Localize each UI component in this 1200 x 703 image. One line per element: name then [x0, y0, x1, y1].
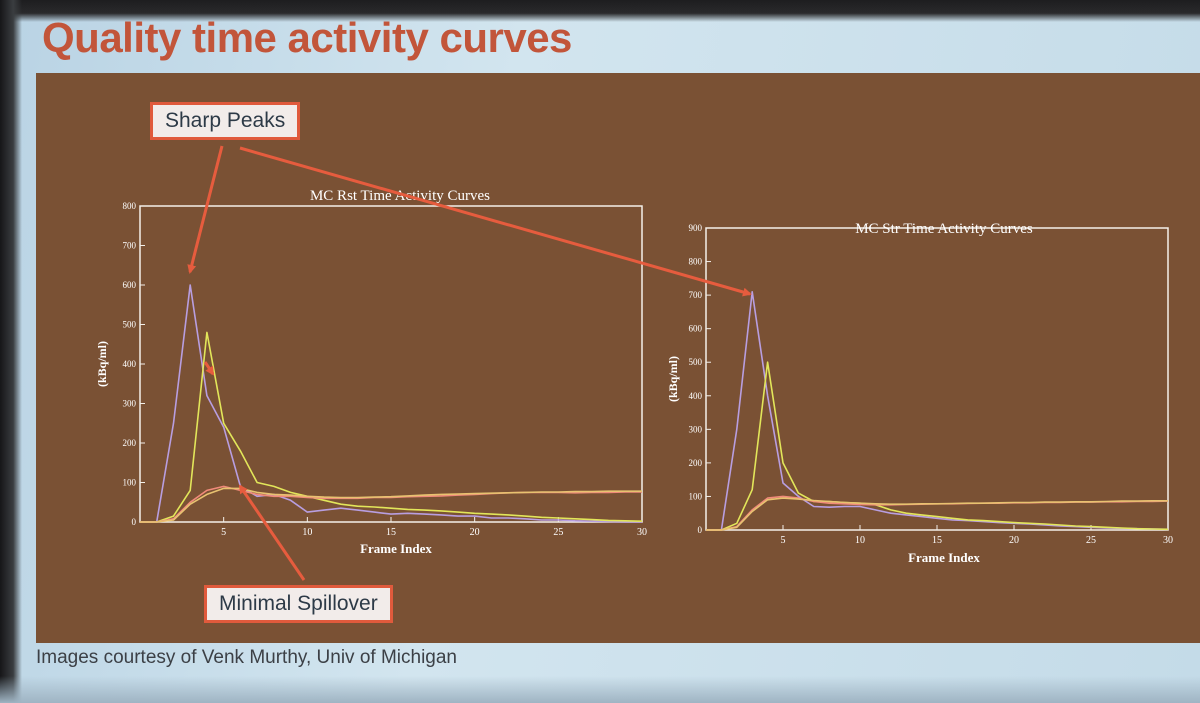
y-tick-label: 0	[132, 517, 137, 527]
arrow-spillover	[238, 484, 306, 581]
x-tick-label: 10	[855, 535, 865, 546]
y-tick-label: 400	[689, 391, 703, 401]
chart-title-rest: MC Rst Time Activity Curves	[310, 188, 490, 204]
y-tick-label: 100	[123, 478, 137, 488]
series-line-2	[706, 361, 1169, 531]
y-tick-label: 200	[689, 458, 703, 468]
y-tick-label: 700	[689, 290, 703, 300]
chart-rest: MC Rst Time Activity Curves Frame Index …	[95, 188, 647, 556]
slide-bottom-edge	[0, 676, 1200, 703]
y-tick-label: 900	[689, 223, 703, 233]
y-tick-label: 800	[689, 257, 703, 267]
y-axis-label-stress: (kBq/ml)	[666, 356, 680, 402]
y-tick-label: 600	[123, 280, 137, 290]
room-shadow-top	[0, 0, 1200, 22]
room-shadow-left	[0, 0, 22, 703]
plot-area-rest	[139, 205, 643, 523]
y-tick-label: 800	[123, 201, 137, 211]
y-tick-label: 0	[698, 525, 703, 535]
x-tick-label: 20	[1009, 535, 1019, 546]
y-tick-label: 600	[689, 324, 703, 334]
arrow-spillover-small	[203, 361, 215, 376]
y-tick-label: 500	[123, 320, 137, 330]
x-tick-label: 20	[470, 527, 480, 538]
x-tick-label: 25	[553, 527, 563, 538]
x-tick-label: 15	[932, 535, 942, 546]
x-tick-label: 30	[637, 527, 647, 538]
x-tick-label: 5	[781, 535, 786, 546]
chart-title-stress: MC Str Time Activity Curves	[855, 221, 1033, 237]
y-tick-label: 300	[689, 424, 703, 434]
x-tick-label: 25	[1086, 535, 1096, 546]
plot-area-stress	[705, 227, 1169, 531]
image-credit: Images courtesy of Venk Murthy, Univ of …	[36, 647, 457, 668]
y-axis-label-rest: (kBq/ml)	[95, 341, 109, 387]
series-line-2	[140, 331, 643, 523]
x-axis-label-rest: Frame Index	[360, 541, 432, 556]
chart-stress: MC Str Time Activity Curves Frame Index …	[666, 221, 1173, 565]
y-tick-label: 700	[123, 241, 137, 251]
y-tick-label: 500	[689, 357, 703, 367]
y-tick-label: 100	[689, 491, 703, 501]
arrow-peaks-stress	[239, 146, 752, 297]
slide-title: Quality time activity curves	[42, 14, 572, 61]
y-tick-label: 400	[123, 359, 137, 369]
arrow-peaks-rest	[187, 145, 224, 274]
y-tick-label: 300	[123, 399, 137, 409]
x-tick-label: 15	[386, 527, 396, 538]
x-axis-label-stress: Frame Index	[908, 550, 980, 565]
callout-minimal-spillover: Minimal Spillover	[204, 585, 393, 623]
callout-sharp-peaks: Sharp Peaks	[150, 102, 301, 140]
series-line-4	[140, 487, 642, 523]
chart-panel	[36, 73, 1200, 643]
x-tick-label: 30	[1163, 535, 1173, 546]
x-tick-label: 5	[221, 527, 226, 538]
series-line-1	[140, 284, 642, 523]
series-line-4	[706, 497, 1168, 531]
x-tick-label: 10	[302, 527, 312, 538]
y-tick-label: 200	[123, 438, 137, 448]
